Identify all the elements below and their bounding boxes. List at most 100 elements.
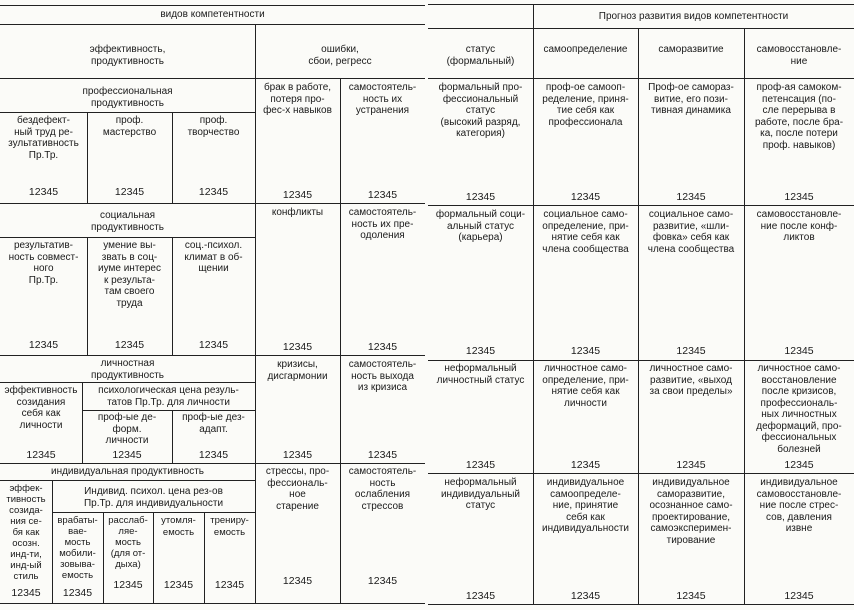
rule <box>172 112 173 203</box>
value: 12345 <box>282 575 313 587</box>
rule <box>52 480 53 603</box>
rule <box>82 382 83 463</box>
rule <box>87 237 88 355</box>
value: 12345 <box>112 449 142 461</box>
rule <box>0 237 255 238</box>
cell: индивидуальное самовосстановле- ние посл… <box>756 477 842 534</box>
cell: самостоятель- ность их пре- одоления <box>348 207 417 241</box>
rule <box>0 112 255 113</box>
value: 12345 <box>28 339 59 351</box>
left-title: видов компетентности <box>160 9 265 20</box>
cell: проф-ая самоком- петенсация (по- сле пер… <box>754 82 844 151</box>
rule <box>533 4 534 604</box>
rule <box>82 410 255 411</box>
cell: проф. творчество <box>187 115 240 138</box>
value: 12345 <box>367 449 398 461</box>
value: 12345 <box>113 579 143 591</box>
value: 12345 <box>214 579 245 591</box>
personal-subheader: психологическая цена резуль- татов Пр.Тр… <box>98 385 239 408</box>
value: 12345 <box>784 590 814 602</box>
value: 12345 <box>676 459 706 471</box>
value: 12345 <box>198 186 229 198</box>
cell: самовосстановле- ние после конф- ликтов <box>756 209 842 243</box>
cell: социальное само- развитие, «шли- фовка» … <box>647 209 735 255</box>
cell: стрессы, про- фессиональ- ное старение <box>265 466 330 512</box>
cell: проф-ые дез- адапт. <box>182 412 245 435</box>
value: 12345 <box>676 191 706 203</box>
social-header: социальная продуктивность <box>91 210 164 233</box>
value: 12345 <box>367 575 398 587</box>
value: 12345 <box>676 590 706 602</box>
value: 12345 <box>570 345 601 357</box>
professional-header: профессиональная продуктивность <box>82 86 173 109</box>
cell: умение вы- звать в соц- иуме интерес к р… <box>98 240 161 309</box>
rule <box>428 4 854 5</box>
column-header: самоопределение <box>543 44 628 55</box>
value: 12345 <box>282 341 313 353</box>
rule <box>428 205 854 206</box>
rule <box>0 355 425 356</box>
individual-header: индивидуальная продуктивность <box>50 466 205 477</box>
value: 12345 <box>570 590 601 602</box>
right-title: Прогноз развития видов компетентности <box>598 11 789 22</box>
value: 12345 <box>367 189 398 201</box>
cell: утомля- емость <box>161 515 196 538</box>
cell: Проф-ое самораз- витие, его пози- тивная… <box>648 82 734 116</box>
rule <box>0 603 425 604</box>
rule <box>744 28 745 604</box>
value: 12345 <box>465 345 496 357</box>
rule <box>0 382 255 383</box>
cell: брак в работе, потеря про- фес-х навыков <box>263 82 332 116</box>
cell: соц.-психол. климат в об- щении <box>184 240 243 274</box>
rule <box>0 5 425 6</box>
value: 12345 <box>114 186 145 198</box>
value: 12345 <box>198 449 229 461</box>
cell: расслаб- ляе- мость (для от- дыха) <box>108 515 148 570</box>
rule <box>87 112 88 203</box>
cell: проф-ые де- форм. личности <box>97 412 157 446</box>
cell: проф. мастерство <box>102 115 157 138</box>
value: 12345 <box>198 339 229 351</box>
value: 12345 <box>282 189 313 201</box>
cell: эффек- тивность созида- ния се- бя как о… <box>6 483 46 582</box>
cell: индивидуальное самоопределе- ние, принят… <box>541 477 629 534</box>
value: 12345 <box>676 345 706 357</box>
column-header: самовосстановле- ние <box>756 44 842 67</box>
cell: трениру- емость <box>210 515 249 538</box>
cell: кризисы, дисгармонии <box>267 359 328 382</box>
cell: формальный соци- альный статус (карьера) <box>435 209 526 243</box>
rule <box>172 410 173 463</box>
cell: бездефект- ный труд ре- зультативность П… <box>8 115 79 161</box>
value: 12345 <box>28 186 59 198</box>
value: 12345 <box>465 191 496 203</box>
cell: результатив- ность совмест- ного Пр.Тр. <box>8 240 79 286</box>
cell: самостоятель- ность их устранения <box>348 82 417 116</box>
cell: неформальный личностный статус <box>436 363 525 386</box>
rule <box>0 463 425 464</box>
errors-header: ошибки, сбои, регресс <box>308 44 372 67</box>
cell: личностное само- развитие, «выход за сво… <box>649 363 733 397</box>
personal-header: личностная продуктивность <box>91 358 164 381</box>
cell: личностное само- определение, при- нятие… <box>542 363 629 409</box>
rule <box>428 604 854 605</box>
rule <box>0 78 425 79</box>
value: 12345 <box>570 191 601 203</box>
individual-subheader: Индивид. психол. цена рез-ов Пр.Тр. для … <box>83 486 224 509</box>
cell: индивидуальное саморазвитие, осознанное … <box>649 477 733 546</box>
rule <box>204 512 205 603</box>
cell: неформальный индивидуальный статус <box>440 477 521 511</box>
rule <box>340 78 341 603</box>
cell: конфликты <box>271 207 324 218</box>
value: 12345 <box>465 459 496 471</box>
value: 12345 <box>784 345 814 357</box>
rule <box>103 512 104 603</box>
value: 12345 <box>367 341 398 353</box>
value: 12345 <box>11 587 41 599</box>
value: 12345 <box>163 579 194 591</box>
column-header: саморазвитие <box>658 44 724 55</box>
value: 12345 <box>465 590 496 602</box>
cell: самостоятель- ность выхода из кризиса <box>348 359 417 393</box>
value: 12345 <box>784 191 814 203</box>
cell: эффективность созидания себя как личност… <box>4 385 78 431</box>
value: 12345 <box>26 449 56 461</box>
